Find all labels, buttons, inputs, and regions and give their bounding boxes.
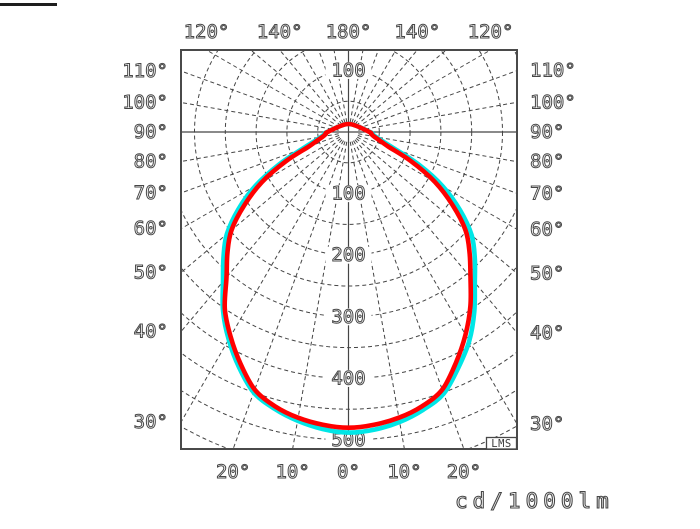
angle-label-left: 110° (122, 60, 168, 82)
grid-ray (358, 133, 517, 163)
angle-label-top: 120° (184, 21, 230, 43)
grid-ray (181, 138, 342, 274)
ring-label-mask (325, 308, 372, 326)
grid-ray (355, 50, 448, 126)
grid-ray (349, 50, 364, 123)
grid-ray (357, 70, 517, 130)
angle-label-right: 90° (530, 121, 564, 143)
ring-label: 400 (331, 367, 365, 389)
screenshot-artifact-bar (0, 3, 57, 6)
red-curve (222, 121, 474, 430)
units-label: cd/1000lm (455, 489, 614, 513)
grid-ray (181, 133, 339, 163)
angle-label-left: 70° (134, 182, 168, 204)
angle-label-right: 70° (530, 182, 564, 204)
angle-label-bottom: 10° (275, 461, 309, 483)
angle-label-left: 60° (134, 218, 168, 240)
ring-label-mask (325, 246, 372, 264)
grid-ray (205, 50, 341, 128)
angle-label-right: 30° (530, 413, 564, 435)
lms-badge-label: LMS (491, 438, 511, 450)
ring-label-mask (325, 431, 372, 449)
grid-ray (357, 134, 517, 194)
angle-label-bottom: 20° (447, 461, 481, 483)
grid-ray (349, 141, 405, 449)
angle-label-right: 100° (530, 91, 576, 113)
grid-ray (249, 50, 342, 126)
angle-label-bottom: 10° (387, 461, 421, 483)
angle-label-right: 60° (530, 218, 564, 240)
grid-ray (354, 139, 517, 334)
grid-ray (318, 50, 346, 123)
angle-label-left: 40° (134, 321, 168, 343)
angle-label-right: 50° (530, 262, 564, 284)
grid-ray (358, 101, 517, 131)
angle-label-bottom: 0° (337, 461, 360, 483)
ring-label: 100 (331, 183, 365, 205)
angle-label-bottom: 20° (216, 461, 250, 483)
grid-ray (356, 136, 517, 230)
ring-label-mask (325, 61, 372, 79)
grid-ray (279, 50, 343, 125)
grid-ray (181, 134, 340, 194)
ring-label: 200 (331, 244, 365, 266)
grid-ray (356, 50, 492, 128)
grid-ray (353, 50, 397, 124)
grid-ray (181, 101, 339, 131)
grid-ray (181, 140, 344, 424)
grid-ray (181, 139, 343, 333)
ring-label-mask (325, 369, 372, 387)
grid-ray (354, 50, 418, 125)
grid-ray (292, 141, 348, 449)
angle-label-top: 120° (468, 21, 514, 43)
grid-ray (300, 50, 344, 124)
angle-label-top: 180° (326, 21, 372, 43)
angle-label-top: 140° (394, 21, 440, 43)
angle-label-top: 140° (257, 21, 303, 43)
lms-badge-box (485, 436, 518, 450)
grid-ray (181, 70, 340, 130)
grid-ray (351, 141, 465, 449)
ring-label-mask (325, 185, 372, 203)
angle-label-left: 100° (122, 91, 168, 113)
grid-ray (351, 50, 379, 123)
angle-label-left: 50° (134, 262, 168, 284)
grid-ray (355, 138, 517, 275)
ring-label: 300 (331, 306, 365, 328)
angle-label-right: 40° (530, 322, 564, 344)
ring-label-top: 100 (331, 59, 365, 81)
angle-label-left: 90° (134, 121, 168, 143)
angle-label-right: 110° (530, 60, 576, 82)
grid-ray (181, 136, 341, 230)
grid-ray (333, 50, 348, 123)
angle-label-left: 30° (134, 411, 168, 433)
grid-ray (232, 141, 346, 449)
plot-border (180, 49, 518, 450)
angle-label-right: 80° (530, 151, 564, 173)
angle-label-left: 80° (134, 151, 168, 173)
